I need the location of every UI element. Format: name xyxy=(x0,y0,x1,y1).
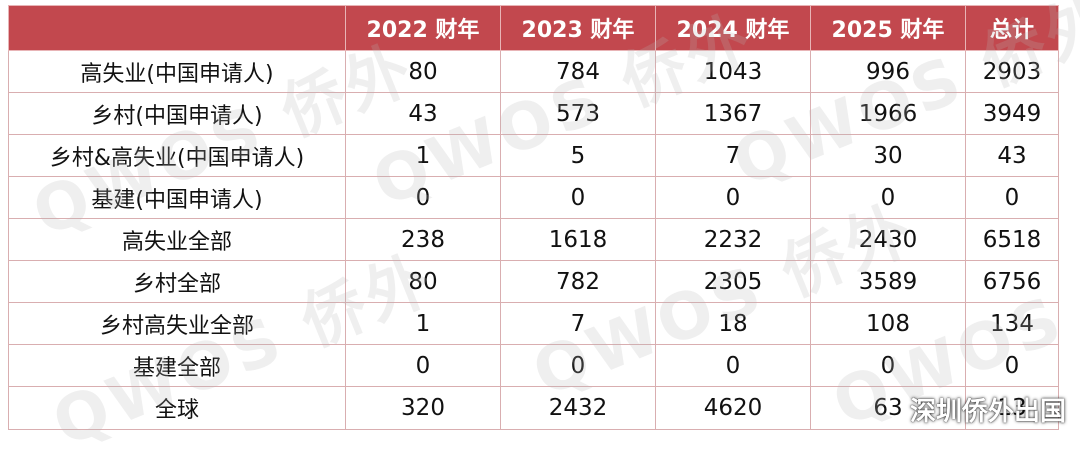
cell-2025: 1966 xyxy=(810,92,966,135)
cell-2025: 108 xyxy=(810,302,966,345)
cell-2022: 320 xyxy=(345,386,501,430)
table-row: 基建全部 0 0 0 0 0 xyxy=(8,344,1059,387)
cell-2023: 0 xyxy=(500,344,656,387)
cell-2023: 5 xyxy=(500,134,656,177)
cell-2025: 0 xyxy=(810,176,966,219)
cell-total: 2903 xyxy=(965,50,1059,93)
table-row: 乡村高失业全部 1 7 18 108 134 xyxy=(8,302,1059,345)
table-row: 乡村全部 80 782 2305 3589 6756 xyxy=(8,260,1059,303)
cell-2024: 7 xyxy=(655,134,811,177)
cell-2025: 3589 xyxy=(810,260,966,303)
row-label: 全球 xyxy=(8,386,346,430)
statistics-table: 2022 财年 2023 财年 2024 财年 2025 财年 总计 高失业(中… xyxy=(8,5,1059,430)
corner-watermark: 深圳侨外出国 xyxy=(909,397,1066,427)
row-label: 高失业(中国申请人) xyxy=(8,50,346,93)
cell-2022: 1 xyxy=(345,134,501,177)
row-label: 乡村全部 xyxy=(8,260,346,303)
cell-2024: 18 xyxy=(655,302,811,345)
row-label: 高失业全部 xyxy=(8,218,346,261)
table-row: 基建(中国申请人) 0 0 0 0 0 xyxy=(8,176,1059,219)
cell-2025: 996 xyxy=(810,50,966,93)
cell-2022: 238 xyxy=(345,218,501,261)
header-total: 总计 xyxy=(965,5,1059,51)
cell-total: 0 xyxy=(965,176,1059,219)
table-row: 高失业全部 238 1618 2232 2430 6518 xyxy=(8,218,1059,261)
header-2022: 2022 财年 xyxy=(345,5,501,51)
cell-total: 3949 xyxy=(965,92,1059,135)
cell-2025: 2430 xyxy=(810,218,966,261)
cell-2024: 0 xyxy=(655,344,811,387)
cell-total: 43 xyxy=(965,134,1059,177)
row-label: 乡村(中国申请人) xyxy=(8,92,346,135)
data-table-container: 2022 财年 2023 财年 2024 财年 2025 财年 总计 高失业(中… xyxy=(8,5,1059,430)
header-row: 2022 财年 2023 财年 2024 财年 2025 财年 总计 xyxy=(8,5,1059,51)
cell-2025: 30 xyxy=(810,134,966,177)
cell-2024: 4620 xyxy=(655,386,811,430)
header-2025: 2025 财年 xyxy=(810,5,966,51)
header-2023: 2023 财年 xyxy=(500,5,656,51)
cell-2022: 80 xyxy=(345,260,501,303)
cell-total: 6756 xyxy=(965,260,1059,303)
cell-2024: 1043 xyxy=(655,50,811,93)
cell-2023: 784 xyxy=(500,50,656,93)
header-2024: 2024 财年 xyxy=(655,5,811,51)
cell-total: 6518 xyxy=(965,218,1059,261)
cell-2024: 1367 xyxy=(655,92,811,135)
row-label: 乡村&高失业(中国申请人) xyxy=(8,134,346,177)
cell-2022: 0 xyxy=(345,344,501,387)
cell-2022: 0 xyxy=(345,176,501,219)
cell-2023: 1618 xyxy=(500,218,656,261)
cell-2023: 573 xyxy=(500,92,656,135)
cell-total: 0 xyxy=(965,344,1059,387)
cell-2022: 43 xyxy=(345,92,501,135)
table-row: 全球 320 2432 4620 63 13 xyxy=(8,386,1059,430)
cell-2024: 2305 xyxy=(655,260,811,303)
table-row: 乡村(中国申请人) 43 573 1367 1966 3949 xyxy=(8,92,1059,135)
cell-2022: 80 xyxy=(345,50,501,93)
cell-2023: 7 xyxy=(500,302,656,345)
cell-2025: 0 xyxy=(810,344,966,387)
cell-2024: 0 xyxy=(655,176,811,219)
cell-total: 13 xyxy=(965,386,1059,430)
cell-2024: 2232 xyxy=(655,218,811,261)
cell-2023: 782 xyxy=(500,260,656,303)
cell-total: 134 xyxy=(965,302,1059,345)
row-label: 基建(中国申请人) xyxy=(8,176,346,219)
table-row: 高失业(中国申请人) 80 784 1043 996 2903 xyxy=(8,50,1059,93)
cell-2025: 63 xyxy=(810,386,966,430)
row-label: 基建全部 xyxy=(8,344,346,387)
cell-2023: 0 xyxy=(500,176,656,219)
row-label: 乡村高失业全部 xyxy=(8,302,346,345)
cell-2022: 1 xyxy=(345,302,501,345)
header-corner xyxy=(8,5,346,51)
table-row: 乡村&高失业(中国申请人) 1 5 7 30 43 xyxy=(8,134,1059,177)
cell-2023: 2432 xyxy=(500,386,656,430)
